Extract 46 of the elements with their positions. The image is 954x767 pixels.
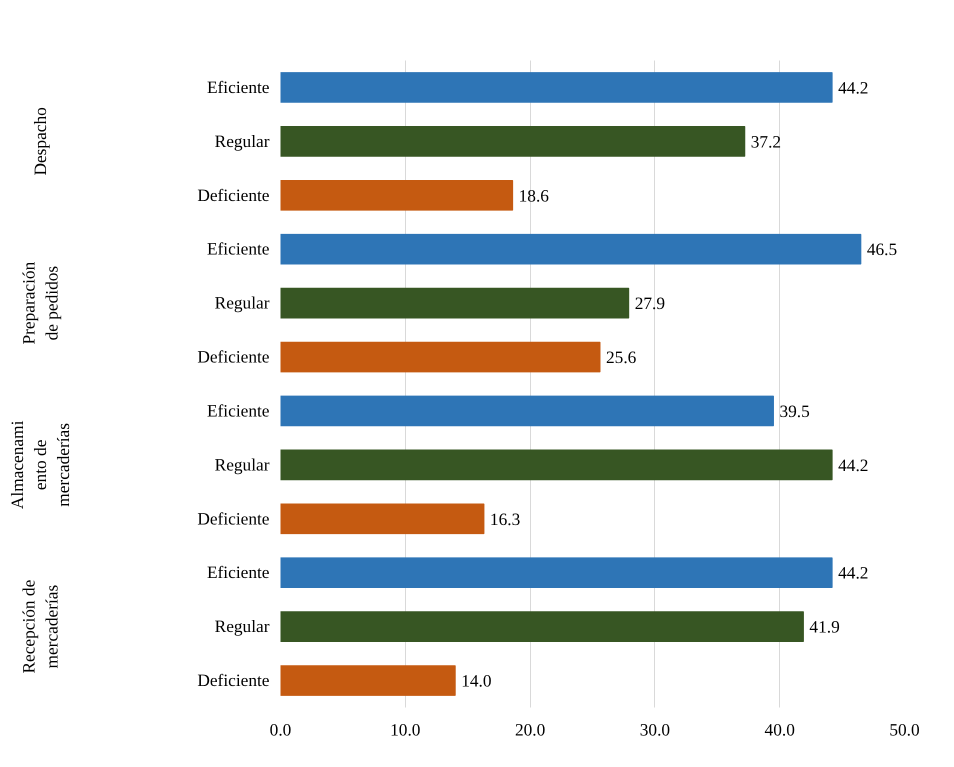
x-tick-label: 0.0: [270, 720, 292, 740]
data-label: 16.3: [490, 510, 520, 529]
bar: [280, 396, 774, 426]
data-label: 46.5: [866, 240, 898, 260]
bar: [280, 611, 804, 642]
data-label: 41.9: [809, 618, 840, 637]
data-label: 27.9: [634, 294, 666, 314]
data-label: 14.0: [461, 672, 492, 691]
bar: [280, 557, 833, 588]
bar: [280, 180, 514, 211]
y-tick-label: Deficiente: [197, 348, 270, 367]
data-label: 25.6: [606, 348, 637, 368]
bar: [280, 450, 833, 480]
text: Almacenami ento de mercaderías: [8, 420, 73, 510]
data-label: 44.2: [838, 456, 868, 475]
y-tick-label: Regular: [214, 294, 270, 313]
x-tick-label: 30.0: [640, 720, 670, 740]
x-tick-label: 20.0: [514, 720, 546, 740]
y-tick-label: Regular: [214, 455, 270, 474]
data-label: 39.5: [779, 402, 810, 421]
data-label: 37.2: [750, 132, 782, 152]
y-tick-label: Deficiente: [197, 186, 270, 205]
text: Recepción de mercaderías: [20, 579, 62, 674]
data-label: 18.6: [518, 186, 550, 206]
y-tick-label: Eficiente: [206, 563, 270, 582]
y-tick-label: Eficiente: [206, 78, 270, 97]
bar: [280, 72, 833, 103]
bar: [280, 665, 456, 696]
x-tick-label: 50.0: [889, 720, 920, 740]
y-tick-label: Regular: [214, 617, 270, 636]
bar: [280, 503, 484, 534]
text: Preparación de pedidos: [20, 261, 62, 344]
x-tick-label: 40.0: [764, 720, 795, 740]
y-tick-label: Deficiente: [197, 509, 270, 528]
bar: [280, 288, 630, 318]
data-label: 44.2: [838, 564, 868, 583]
y-tick-label: Regular: [214, 132, 270, 151]
bar: [280, 342, 600, 372]
data-label: 44.2: [838, 78, 868, 98]
bar: [280, 126, 746, 157]
bar: [280, 234, 862, 265]
y-tick-label: Eficiente: [206, 240, 270, 259]
x-tick-label: 10.0: [390, 720, 420, 740]
y-tick-label: Eficiente: [206, 401, 270, 420]
text: Despacho: [31, 107, 50, 176]
y-tick-label: Deficiente: [197, 671, 270, 690]
